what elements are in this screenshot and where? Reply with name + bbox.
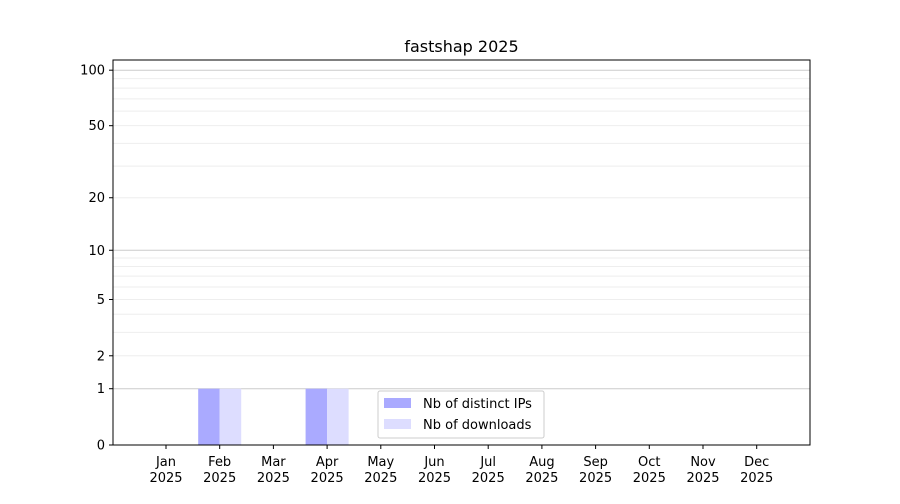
y-tick-label: 5	[97, 293, 105, 308]
bar-downloads	[327, 388, 349, 445]
y-tick-label: 100	[80, 64, 105, 79]
x-tick-label: Feb 2025	[203, 455, 236, 486]
y-tick-label: 10	[88, 244, 105, 259]
legend-label: Nb of downloads	[423, 418, 532, 433]
y-tick-label: 1	[97, 382, 105, 397]
x-tick-label: Sep 2025	[579, 455, 612, 486]
y-tick-label: 0	[97, 439, 105, 454]
legend-swatch	[384, 419, 411, 429]
y-tick-label: 20	[88, 191, 105, 206]
x-tick-label: Apr 2025	[311, 455, 344, 486]
x-tick-label: Mar 2025	[257, 455, 290, 486]
chart-title: fastshap 2025	[404, 37, 518, 56]
bar-distinct-ips	[198, 388, 220, 445]
x-tick-label: Aug 2025	[525, 455, 558, 486]
y-axis: 0 1 2 5 10 20 50 100	[80, 64, 113, 454]
legend-label: Nb of distinct IPs	[423, 397, 532, 412]
bar-downloads	[219, 388, 242, 445]
y-tick-label: 2	[97, 349, 105, 364]
x-tick-label: Jan 2025	[149, 455, 182, 486]
legend-box	[377, 390, 545, 439]
x-axis: Jan 2025 Feb 2025 Mar 2025 Apr 2025 May 2025 Jun 20…	[149, 445, 773, 486]
bars	[198, 388, 349, 445]
plot-frame	[112, 59, 811, 446]
x-tick-label: Oct 2025	[633, 455, 666, 486]
x-tick-label: Nov 2025	[686, 455, 719, 486]
legend-swatch	[384, 398, 411, 408]
grid	[113, 69, 810, 390]
y-tick-label: 50	[88, 119, 105, 134]
legend: Nb of distinct IPs Nb of downloads	[377, 390, 545, 439]
x-tick-label: Dec 2025	[740, 455, 773, 486]
x-tick-label: May 2025	[364, 455, 397, 486]
x-tick-label: Jul 2025	[472, 455, 505, 486]
bar-distinct-ips	[305, 388, 328, 445]
x-tick-label: Jun 2025	[418, 455, 451, 486]
